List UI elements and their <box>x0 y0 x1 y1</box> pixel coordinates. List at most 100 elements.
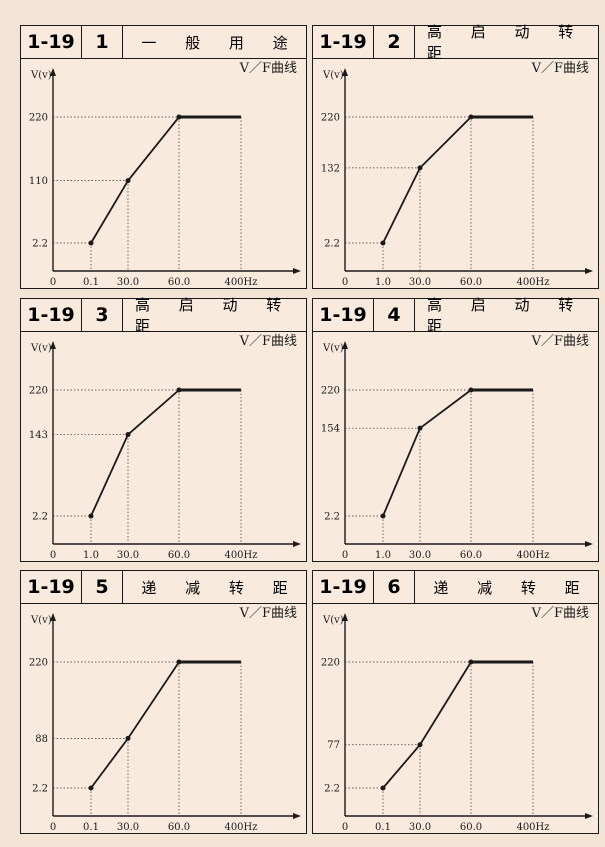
parameter-code: 1-19 <box>313 571 374 603</box>
data-point <box>468 659 474 665</box>
vf-curve-chart: V(v) V／F曲线 220 110 2.2 0 0.1 30.0 60.0 400Hz <box>29 61 301 288</box>
x-tick-label: 30.0 <box>117 277 139 288</box>
x-tick-label: 60.0 <box>168 277 190 288</box>
curve-number: 2 <box>374 26 415 58</box>
y-axis-label: V(v) <box>30 615 52 626</box>
vf-curve <box>382 661 472 789</box>
curve-number: 4 <box>374 299 415 331</box>
vf-card: 1-19 2 高 启 动 转 距 V(v) V／F曲线 220 132 2.2 0 1.0 3… <box>312 23 599 289</box>
vf-card: 1-19 4 高 启 动 转 距 V(v) V／F曲线 220 154 2.2 0 1.0 3… <box>312 296 599 562</box>
y-axis-arrow <box>342 613 348 621</box>
y-tick-label: 143 <box>29 430 48 441</box>
y-axis-label: V(v) <box>322 70 344 81</box>
x-tick-label: 400Hz <box>224 277 257 288</box>
curve-number: 1 <box>82 26 123 58</box>
vf-curve-chart: V(v) V／F曲线 220 132 2.2 0 1.0 30.0 60.0 400Hz <box>321 61 593 288</box>
y-axis-label: V(v) <box>322 615 344 626</box>
y-tick-label: 154 <box>321 424 340 435</box>
y-tick-label: 220 <box>321 658 340 669</box>
y-tick-label: 220 <box>321 386 340 397</box>
y-tick-label: 2.2 <box>32 512 48 523</box>
y-tick-label: 110 <box>29 176 48 187</box>
x-tick-label: 1.0 <box>83 550 99 561</box>
parameter-code: 1-19 <box>21 299 82 331</box>
x-tick-label: 0.1 <box>83 277 99 288</box>
x-tick-label: 60.0 <box>460 550 482 561</box>
vf-card: 1-19 6 递 减 转 距 V(v) V／F曲线 220 77 2.2 0 0.1 30.0… <box>312 570 599 834</box>
vf-card: 1-19 1 一 般 用 途 V(v) V／F曲线 220 110 2.2 0 0.1 30.… <box>20 25 307 289</box>
curve-label: V／F曲线 <box>239 61 297 76</box>
vf-curve-chart: V(v) V／F曲线 220 77 2.2 0 0.1 30.0 60.0 400Hz <box>321 606 593 833</box>
x-tick-label: 1.0 <box>375 550 391 561</box>
x-tick-label: 400Hz <box>516 822 549 833</box>
y-tick-label: 88 <box>35 734 48 745</box>
vf-curve <box>382 389 472 517</box>
y-tick-label: 2.2 <box>324 239 340 250</box>
data-point <box>468 114 474 120</box>
curve-label: V／F曲线 <box>531 61 589 76</box>
curve-title: 高 启 动 转 距 <box>427 23 586 62</box>
curve-label: V／F曲线 <box>531 606 589 621</box>
data-point <box>417 425 423 431</box>
data-point <box>380 785 386 791</box>
data-point <box>417 165 423 171</box>
y-axis-arrow <box>50 613 56 621</box>
x-axis-arrow <box>293 813 301 819</box>
curve-title: 高 启 动 转 距 <box>135 296 294 335</box>
parameter-code: 1-19 <box>21 571 82 603</box>
x-tick-label: 0 <box>50 550 56 561</box>
x-tick-label: 400Hz <box>224 550 257 561</box>
data-point <box>176 114 182 120</box>
x-axis-arrow <box>293 268 301 274</box>
x-tick-label: 400Hz <box>224 822 257 833</box>
vf-curve <box>90 389 180 517</box>
x-tick-label: 0 <box>342 550 348 561</box>
parameter-code: 1-19 <box>21 26 82 58</box>
data-point <box>125 735 131 741</box>
x-tick-label: 0 <box>50 277 56 288</box>
data-point <box>176 387 182 393</box>
y-tick-label: 220 <box>29 113 48 124</box>
vf-curve-chart: V(v) V／F曲线 220 143 2.2 0 1.0 30.0 60.0 400Hz <box>29 334 301 561</box>
curve-label: V／F曲线 <box>239 334 297 349</box>
vf-curve <box>382 116 472 244</box>
y-tick-label: 2.2 <box>32 784 48 795</box>
data-point <box>88 513 94 519</box>
curve-number: 3 <box>82 299 123 331</box>
curve-title: 递 减 转 距 <box>141 578 300 597</box>
vf-curve <box>90 661 180 789</box>
x-tick-label: 60.0 <box>168 550 190 561</box>
y-tick-label: 2.2 <box>324 512 340 523</box>
x-tick-label: 1.0 <box>375 277 391 288</box>
x-tick-label: 30.0 <box>117 550 139 561</box>
x-tick-label: 30.0 <box>409 822 431 833</box>
y-tick-label: 220 <box>321 113 340 124</box>
y-tick-label: 2.2 <box>324 784 340 795</box>
x-tick-label: 400Hz <box>516 277 549 288</box>
data-point <box>380 240 386 246</box>
x-tick-label: 0.1 <box>375 822 391 833</box>
curve-number: 6 <box>374 571 415 603</box>
x-tick-label: 60.0 <box>168 822 190 833</box>
x-axis-arrow <box>585 541 593 547</box>
y-tick-label: 77 <box>327 740 340 751</box>
curve-title: 递 减 转 距 <box>433 578 592 597</box>
y-axis-label: V(v) <box>30 343 52 354</box>
x-tick-label: 0 <box>50 822 56 833</box>
data-point <box>88 240 94 246</box>
x-tick-label: 30.0 <box>409 277 431 288</box>
curve-label: V／F曲线 <box>239 606 297 621</box>
parameter-code: 1-19 <box>313 26 374 58</box>
x-tick-label: 30.0 <box>409 550 431 561</box>
x-axis-arrow <box>585 813 593 819</box>
curve-title: 一 般 用 途 <box>141 33 300 52</box>
x-axis-arrow <box>585 268 593 274</box>
y-axis-label: V(v) <box>30 70 52 81</box>
vf-curve-chart: V(v) V／F曲线 220 154 2.2 0 1.0 30.0 60.0 400Hz <box>321 334 593 561</box>
card-header: 1-19 1 一 般 用 途 <box>21 26 306 59</box>
data-point <box>125 432 131 438</box>
card-header: 1-19 2 高 启 动 转 距 <box>313 23 598 62</box>
x-tick-label: 0 <box>342 277 348 288</box>
data-point <box>88 785 94 791</box>
card-header: 1-19 5 递 减 转 距 <box>21 571 306 604</box>
